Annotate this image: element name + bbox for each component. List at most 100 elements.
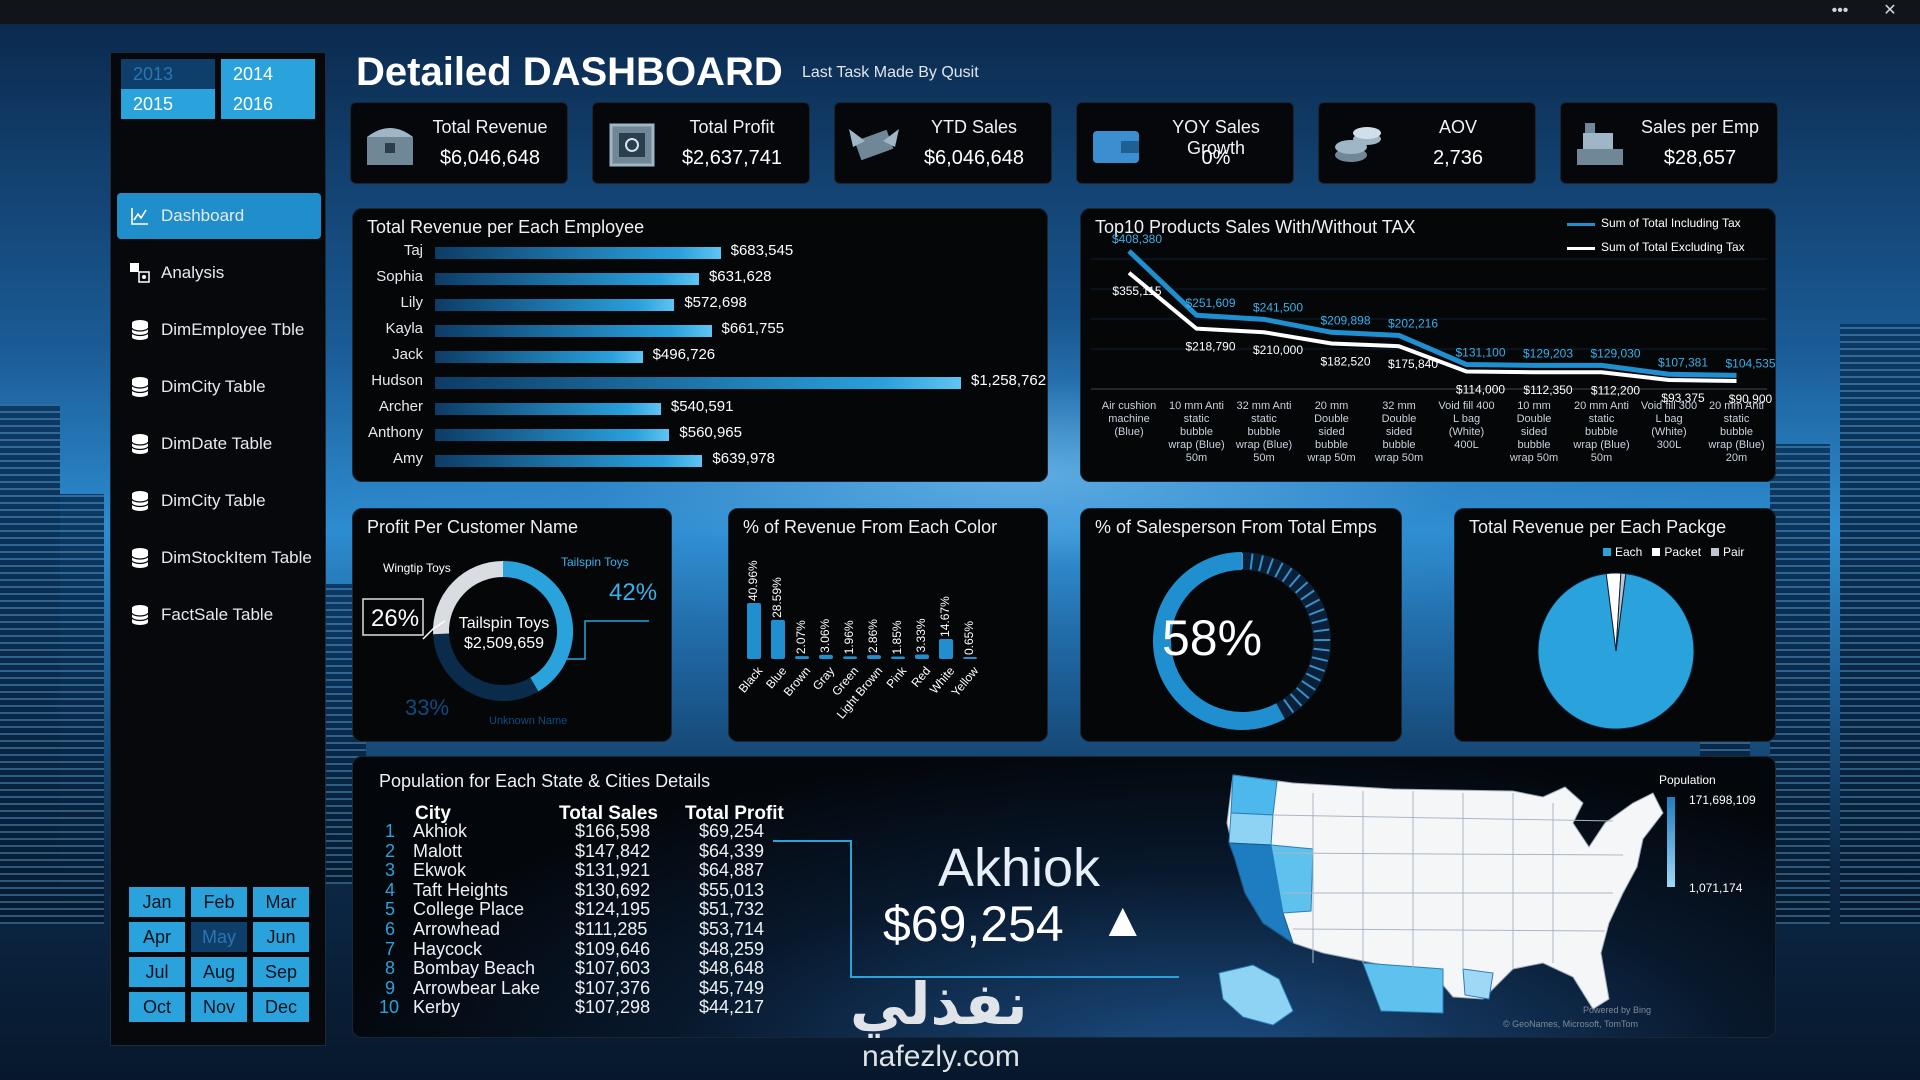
treasure-chest-icon (363, 119, 417, 169)
row-rank: 6 (385, 919, 396, 939)
donut-center-value: $2,509,659 (463, 635, 545, 652)
tailspin-label: Tailspin Toys (561, 555, 629, 569)
kpi-value: 2,736 (1432, 147, 1484, 169)
year-2016-button[interactable]: 2016 (221, 89, 315, 119)
highlight-city: Akhiok (937, 838, 1101, 898)
month-jun-button[interactable]: Jun (253, 922, 309, 952)
employee-bar[interactable] (435, 299, 675, 311)
nav-item-dimcity-table[interactable]: DimCity Table (117, 478, 321, 524)
employee-value: $683,545 (730, 242, 794, 259)
year-2015-button[interactable]: 2015 (121, 89, 215, 119)
nav-item-factsale-table[interactable]: FactSale Table (117, 592, 321, 638)
more-options-button[interactable]: ••• (1831, 2, 1849, 19)
year-2013-button[interactable]: 2013 (121, 59, 215, 89)
employee-bar[interactable] (435, 429, 670, 441)
close-button[interactable]: ✕ (1883, 2, 1897, 19)
line-data-label: $107,381 (1658, 355, 1708, 369)
month-apr-button[interactable]: Apr (129, 922, 185, 952)
us-states-map[interactable] (1213, 763, 1683, 1033)
legend-swatch (1711, 548, 1720, 556)
row-sales: $147,842 (575, 840, 651, 861)
nav-item-dimemployee-tble[interactable]: DimEmployee Tble (117, 307, 321, 353)
month-jul-button[interactable]: Jul (129, 957, 185, 987)
month-may-button[interactable]: May (191, 922, 247, 952)
employee-bar[interactable] (435, 455, 703, 467)
salesperson-panel: % of Salesperson From Total Emps 58% (1080, 508, 1402, 742)
x-tick-label: 10 mm (1517, 400, 1551, 412)
nav-item-dimcity-table[interactable]: DimCity Table (117, 364, 321, 410)
nav-item-dimstockitem-table[interactable]: DimStockItem Table (117, 535, 321, 581)
row-rank: 2 (385, 840, 396, 861)
month-mar-button[interactable]: Mar (253, 887, 309, 917)
map-legend-gradient (1667, 797, 1675, 887)
gauge-tick (1266, 558, 1274, 574)
nav-item-label: Dashboard (161, 206, 245, 225)
series-line-excl-tax (1127, 271, 1737, 383)
nav-item-dashboard[interactable]: Dashboard (117, 193, 321, 239)
nav-item-analysis[interactable]: Analysis (117, 250, 321, 296)
x-tick-label: 20 mm (1315, 400, 1349, 412)
month-oct-button[interactable]: Oct (129, 992, 185, 1022)
database-icon (127, 547, 153, 569)
wingtip-label: Wingtip Toys (383, 561, 451, 575)
month-feb-button[interactable]: Feb (191, 887, 247, 917)
x-tick-label: 20m (1726, 452, 1747, 464)
employee-bar[interactable] (435, 351, 643, 363)
products-tax-title: Top10 Products Sales With/Without TAX (1095, 217, 1416, 237)
row-profit: $51,732 (699, 899, 765, 920)
line-data-label: $408,380 (1112, 232, 1162, 246)
line-data-label: $131,100 (1455, 346, 1505, 360)
line-data-label: $218,790 (1185, 340, 1235, 354)
row-sales: $111,285 (575, 919, 648, 939)
x-tick-label: bubble (1180, 426, 1213, 438)
employee-bar[interactable] (435, 273, 699, 285)
col-profit-header: Total Profit (685, 803, 784, 824)
line-data-label: $251,609 (1185, 296, 1235, 310)
month-sep-button[interactable]: Sep (253, 957, 309, 987)
page-title: Detailed DASHBOARD (356, 50, 783, 94)
x-tick-label: sided (1521, 426, 1547, 438)
year-2014-button[interactable]: 2014 (221, 59, 315, 89)
employee-name: Archer (378, 398, 423, 415)
x-tick-label: bubble (1517, 439, 1550, 451)
kpi-label: Total Revenue (432, 117, 548, 137)
color-bar-label: 2.86% (866, 619, 880, 653)
employee-bar[interactable] (435, 247, 721, 259)
salesperson-gauge (1153, 552, 1331, 730)
x-tick-label: wrap (Blue) (1707, 439, 1764, 451)
legend-incl-swatch (1567, 223, 1595, 226)
row-rank: 3 (385, 860, 396, 881)
row-city: Ekwok (413, 860, 467, 881)
month-jan-button[interactable]: Jan (129, 887, 185, 917)
employee-bar[interactable] (435, 377, 961, 389)
month-dec-button[interactable]: Dec (253, 992, 309, 1022)
employee-bar[interactable] (435, 325, 712, 337)
employee-revenue-title: Total Revenue per Each Employee (367, 217, 645, 237)
unknown-label: Unknown Name (489, 715, 568, 727)
flying-money-icon (847, 119, 901, 169)
nav-item-dimdate-table[interactable]: DimDate Table (117, 421, 321, 467)
x-tick-label: bubble (1315, 439, 1348, 451)
x-tick-label: static (1251, 413, 1277, 425)
gauge-tick (1311, 656, 1328, 662)
gauge-tick (1274, 562, 1284, 578)
row-rank: 4 (385, 879, 396, 900)
month-aug-button[interactable]: Aug (191, 957, 247, 987)
kpi-label: YTD Sales (930, 117, 1018, 137)
line-data-label: $93,375 (1661, 391, 1705, 405)
row-rank: 1 (385, 821, 396, 841)
kpi-label: Sales per Emp (1640, 117, 1760, 137)
line-data-label: $112,350 (1523, 383, 1572, 397)
package-legend-item: Pair (1711, 545, 1744, 559)
color-category-label: Pink (884, 663, 910, 691)
database-icon (127, 490, 153, 512)
employee-bar[interactable] (435, 403, 661, 415)
row-city: Malott (413, 840, 463, 861)
legend-incl-label: Sum of Total Including Tax (1601, 216, 1741, 230)
row-city: Arrowbear Lake (413, 977, 541, 998)
row-profit: $48,648 (699, 958, 765, 979)
gauge-tick (1258, 555, 1264, 572)
month-nov-button[interactable]: Nov (191, 992, 247, 1022)
x-tick-label: Void fill 300 (1641, 400, 1697, 412)
gauge-tick (1313, 628, 1330, 633)
